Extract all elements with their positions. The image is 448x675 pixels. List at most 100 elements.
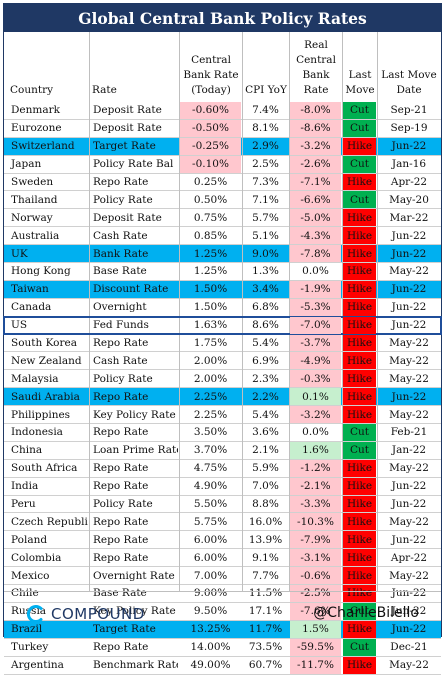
cell-last-move-date: Mar-22	[389, 211, 429, 224]
cell-real-rate: -2.5%	[290, 585, 341, 602]
cell-real-rate: -59.5%	[290, 638, 341, 656]
cell-cb-rate: 9.00%	[193, 587, 228, 600]
cell-last-move: Hike	[343, 477, 376, 495]
header-rate: Rate	[92, 84, 117, 96]
row-divider	[4, 584, 441, 586]
table-body: Denmark Deposit Rate -0.60% 7.4% -8.0% Cut Sep…	[3, 102, 442, 675]
cell-rate: Cash Rate	[93, 354, 148, 367]
cell-rate: Benchmark Rate	[93, 659, 178, 672]
cell-last-move: Hike	[343, 513, 376, 531]
cell-rate: Target Rate	[93, 140, 156, 153]
cell-last-move: Cut	[343, 424, 376, 441]
row-divider	[4, 351, 441, 353]
cell-cpi: 2.5%	[252, 158, 279, 171]
cell-cb-rate: 6.00%	[193, 533, 228, 546]
cell-last-move: Hike	[343, 531, 376, 549]
cell-cpi: 17.1%	[248, 605, 283, 618]
cell-last-move-date: Dec-21	[390, 641, 428, 654]
cell-rate: Policy Rate Bal	[93, 158, 174, 171]
header-real-line3: Bank	[302, 69, 330, 81]
column-divider	[89, 32, 90, 592]
cell-real-rate: 1.5%	[290, 620, 341, 638]
row-divider	[4, 440, 441, 442]
cell-rate: Key Policy Rate	[93, 605, 176, 618]
table-row: South Africa Repo Rate 4.75% 5.9% -1.2% Hike M…	[4, 459, 441, 477]
cell-cpi: 5.7%	[252, 211, 279, 224]
cell-rate: Target Rate	[93, 623, 156, 636]
cell-cpi: 9.1%	[252, 551, 279, 564]
cell-last-move-date: Jan-22	[391, 444, 427, 457]
cell-real-rate: -3.7%	[290, 334, 341, 352]
cell-cpi: 5.4%	[252, 408, 279, 421]
table-row: Norway Deposit Rate 0.75% 5.7% -5.0% Hike Mar-…	[4, 209, 441, 227]
cell-cpi: 8.6%	[252, 319, 279, 332]
table-row: Chile Base Rate 9.00% 11.5% -2.5% Hike Jun-22	[4, 585, 441, 602]
cell-rate: Overnight Rate	[93, 569, 175, 582]
table-row: Sweden Repo Rate 0.25% 7.3% -7.1% Hike Apr-22	[4, 173, 441, 191]
cell-country: Czech Republic	[11, 515, 88, 528]
cell-country: Norway	[11, 211, 53, 224]
cell-last-move: Hike	[343, 298, 376, 316]
cell-last-move: Hike	[343, 406, 376, 424]
row-divider	[4, 315, 441, 317]
cell-real-rate: -7.0%	[290, 316, 341, 334]
cell-cb-rate: 2.00%	[193, 372, 228, 385]
cell-country: Denmark	[11, 104, 60, 117]
cell-last-move-date: Sep-19	[390, 122, 428, 135]
cell-cb-rate: 7.00%	[193, 569, 228, 582]
cell-last-move-date: May-22	[389, 337, 429, 350]
cell-cpi: 2.9%	[252, 140, 279, 153]
cell-cpi: 5.9%	[252, 462, 279, 475]
cell-cb-rate: 0.75%	[193, 211, 228, 224]
header-real-line2: Central	[296, 54, 336, 66]
cell-cb-rate: -0.50%	[180, 119, 241, 137]
table-row: Czech Republic Repo Rate 5.75% 16.0% -10.3% H…	[4, 513, 441, 531]
cell-last-move-date: May-22	[389, 659, 429, 672]
cell-rate: Overnight	[93, 301, 147, 314]
cell-country: Thailand	[11, 193, 58, 206]
cell-real-rate: -7.1%	[290, 173, 341, 191]
cell-last-move: Hike	[343, 227, 376, 245]
table-row: Turkey Repo Rate 14.00% 73.5% -59.5% Cut Dec-2…	[4, 638, 441, 656]
cell-real-rate: 0.1%	[290, 388, 341, 406]
cell-last-move-date: May-22	[389, 372, 429, 385]
cell-real-rate: -8.0%	[290, 102, 341, 119]
rates-table-card: Global Central Bank Policy Rates Country…	[3, 3, 442, 675]
table-row: South Korea Repo Rate 1.75% 5.4% -3.7% Hike Ma…	[4, 334, 441, 352]
cell-last-move-date: Jun-22	[391, 140, 427, 153]
row-divider	[4, 172, 441, 174]
row-divider	[4, 226, 441, 228]
cell-cpi: 5.1%	[252, 229, 279, 242]
cell-last-move: Hike	[343, 495, 376, 513]
cell-cb-rate: 13.25%	[190, 623, 231, 636]
cell-real-rate: -3.3%	[290, 495, 341, 513]
cell-real-rate: 1.6%	[290, 441, 341, 459]
cell-cpi: 2.1%	[252, 444, 279, 457]
header-cb-rate-line1: Central	[191, 54, 231, 66]
cell-last-move-date: Jun-22	[391, 623, 427, 636]
header-last-move: Last Move	[343, 68, 377, 98]
row-divider	[4, 673, 441, 675]
cell-last-move-date: Jun-22	[391, 533, 427, 546]
cell-last-move: Cut	[343, 638, 376, 656]
row-divider	[4, 262, 441, 264]
cell-cb-rate: 1.25%	[193, 265, 228, 278]
cell-last-move: Cut	[343, 602, 376, 620]
cell-cb-rate: 0.50%	[193, 193, 228, 206]
table-title: Global Central Bank Policy Rates	[4, 4, 441, 32]
table-row: Mexico Overnight Rate 7.00% 7.7% -0.6% Hike Ma…	[4, 567, 441, 585]
cell-cpi: 7.4%	[252, 104, 279, 117]
cell-rate: Cash Rate	[93, 229, 148, 242]
header-cb-rate-line3: (Today)	[191, 84, 231, 96]
cell-cpi: 73.5%	[248, 641, 283, 654]
cell-real-rate: -0.6%	[290, 567, 341, 585]
cell-rate: Loan Prime Rate	[93, 444, 178, 457]
header-date-line2: Date	[396, 84, 422, 96]
header-real-rate: Real Central Bank Rate	[290, 38, 342, 98]
cell-rate: Discount Rate	[93, 283, 169, 296]
cell-rate: Fed Funds	[93, 319, 149, 332]
cell-rate: Repo Rate	[93, 533, 149, 546]
cell-last-move-date: Jun-22	[391, 480, 427, 493]
cell-country: India	[11, 480, 39, 493]
cell-real-rate: -3.2%	[290, 406, 341, 424]
